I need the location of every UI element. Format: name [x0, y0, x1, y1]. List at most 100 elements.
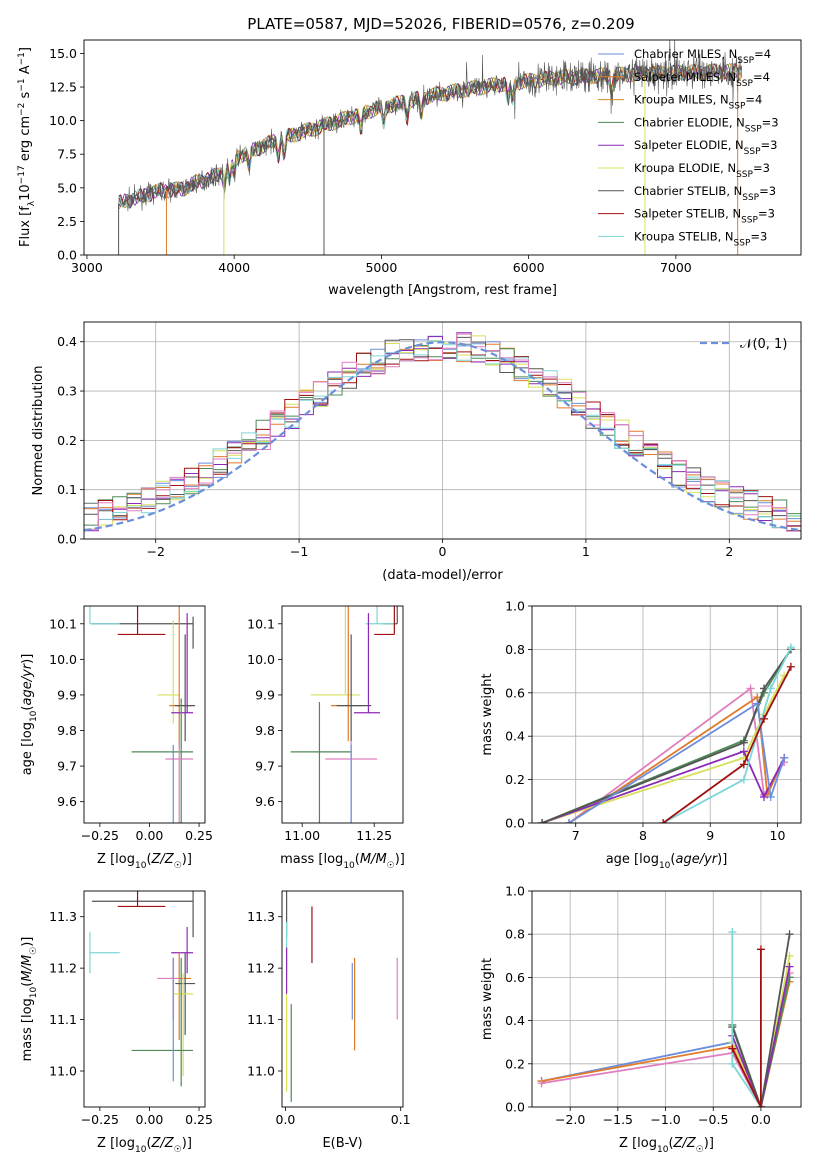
y-tick-label: 0.3: [57, 384, 77, 399]
y-tick-label: 9.7: [255, 759, 275, 774]
legend-label: Salpeter MILES, NSSP=4: [634, 70, 770, 89]
data-marker: [760, 714, 769, 723]
data-marker: [785, 930, 794, 939]
legend-label: 𝒩(0, 1): [740, 337, 787, 352]
y-tick-label: 11.0: [247, 1064, 275, 1079]
x-tick-label: 0.0: [276, 1112, 296, 1127]
legend-label: Chabrier MILES, NSSP=4: [634, 47, 771, 66]
y-tick-label: 10.0: [247, 652, 275, 667]
errorbars: [286, 891, 398, 1102]
legend-label: Kroupa STELIB, NSSP=3: [634, 229, 767, 248]
x-axis-label: (data-model)/error: [382, 568, 503, 583]
x-tick-label: 0.25: [185, 828, 213, 843]
data-marker: [746, 684, 755, 693]
y-tick-label: 11.3: [247, 909, 275, 924]
series-path: [662, 666, 792, 823]
y-tick-label: 10.1: [49, 616, 77, 631]
y-axis-label: Flux [fλ10−17 erg cm−2 s−1 A−1]: [17, 47, 37, 247]
x-axis-label: Z [log10(Z/Z☉)]: [619, 1136, 714, 1155]
series-path: [731, 966, 791, 1107]
legend-label: Salpeter ELODIE, NSSP=3: [634, 138, 777, 157]
errorbars: [290, 606, 398, 823]
series-path: [731, 949, 762, 1107]
errorbar-point: [131, 698, 194, 823]
y-tick-label: 1.0: [505, 884, 525, 899]
x-tick-label: 8: [639, 828, 647, 843]
errorbar-point: [171, 927, 194, 974]
y-tick-label: 11.2: [247, 961, 275, 976]
y-tick-label: 0.0: [505, 1100, 525, 1115]
series-path: [568, 695, 786, 823]
x-tick-label: −1.0: [650, 1112, 680, 1127]
data-marker: [537, 1079, 546, 1088]
x-tick-label: −0.25: [81, 1112, 119, 1127]
errorbar-point: [336, 634, 372, 742]
data-marker: [786, 662, 795, 671]
axes-frame: [83, 39, 802, 256]
y-tick-label: 0.2: [57, 433, 77, 448]
y-tick-label: 9.6: [57, 794, 77, 809]
series-path: [568, 702, 786, 823]
y-tick-label: 0.8: [505, 927, 525, 942]
y-tick-label: 9.8: [255, 723, 275, 738]
x-tick-label: 0: [439, 544, 447, 559]
data-marker: [739, 747, 748, 756]
histograms: [84, 332, 801, 532]
y-axis-label: mass weight: [480, 673, 495, 755]
x-tick-label: 11.00: [284, 828, 320, 843]
y-axis-label: age [log10(age/yr)]: [20, 654, 39, 776]
y-tick-label: 11.1: [247, 1012, 275, 1027]
mass-vs-ebv-panel: 0.0 0.1 11.0 11.1 11.2 11.3 E(B-V): [247, 890, 411, 1151]
y-tick-label: 10.0: [49, 652, 77, 667]
errorbar-point: [175, 634, 196, 742]
data-marker: [756, 945, 765, 954]
weight-vs-Z-panel: −2.0 −1.5 −1.0 −0.5 0.0 0.0 0.2 0.4 0.6 0.8 1.0 Z […: [480, 884, 802, 1155]
x-tick-label: −2.0: [555, 1112, 585, 1127]
series-path: [731, 934, 791, 1107]
y-tick-label: 0.0: [57, 532, 77, 547]
y-tick-label: 11.1: [49, 1012, 77, 1027]
normal-curve: [84, 341, 801, 532]
y-tick-label: 9.6: [255, 794, 275, 809]
weight-series: [538, 643, 795, 823]
x-tick-label: 4000: [218, 260, 250, 275]
data-marker: [659, 819, 668, 823]
errorbar-point: [169, 606, 192, 749]
y-tick-label: 9.9: [57, 687, 77, 702]
x-tick-label: 11.25: [356, 828, 392, 843]
x-tick-label: 0.1: [391, 1112, 411, 1127]
x-tick-label: −1.5: [603, 1112, 633, 1127]
residuals-panel: −2 −1 0 1 2 0.0 0.1 0.2 0.3 0.4 𝒩(0, 1) (data-model…: [31, 321, 802, 583]
x-tick-label: 2: [725, 544, 733, 559]
errorbars: [89, 606, 196, 823]
series-path: [541, 648, 792, 823]
y-tick-label: 0.4: [57, 334, 77, 349]
y-tick-label: 2.5: [57, 214, 77, 229]
y-tick-label: 12.5: [49, 80, 77, 95]
residual-histogram: [84, 333, 801, 532]
legend-label: Chabrier ELODIE, NSSP=3: [634, 115, 779, 134]
data-marker: [728, 928, 737, 937]
y-tick-label: 9.8: [57, 723, 77, 738]
data-spectrum: [118, 40, 743, 212]
y-tick-label: 0.1: [57, 482, 77, 497]
series-path: [731, 955, 791, 1107]
weight-series-line: [659, 662, 795, 823]
y-axis-label: Normed distribution: [31, 366, 46, 496]
y-axis-label: mass weight: [480, 958, 495, 1040]
x-tick-label: 6000: [513, 260, 545, 275]
data-marker: [785, 962, 794, 971]
errorbar-point: [310, 606, 360, 696]
axes-frame: [83, 321, 802, 540]
data-marker: [760, 684, 769, 693]
errorbar-point: [131, 957, 194, 1087]
errorbar-point: [365, 606, 395, 625]
series-path: [541, 674, 785, 823]
weight-series-line: [728, 945, 765, 1107]
y-tick-label: 0.6: [505, 685, 525, 700]
data-marker: [728, 1044, 737, 1053]
errorbar-point: [374, 606, 395, 636]
series-path: [541, 750, 785, 823]
y-tick-label: 10.1: [247, 616, 275, 631]
